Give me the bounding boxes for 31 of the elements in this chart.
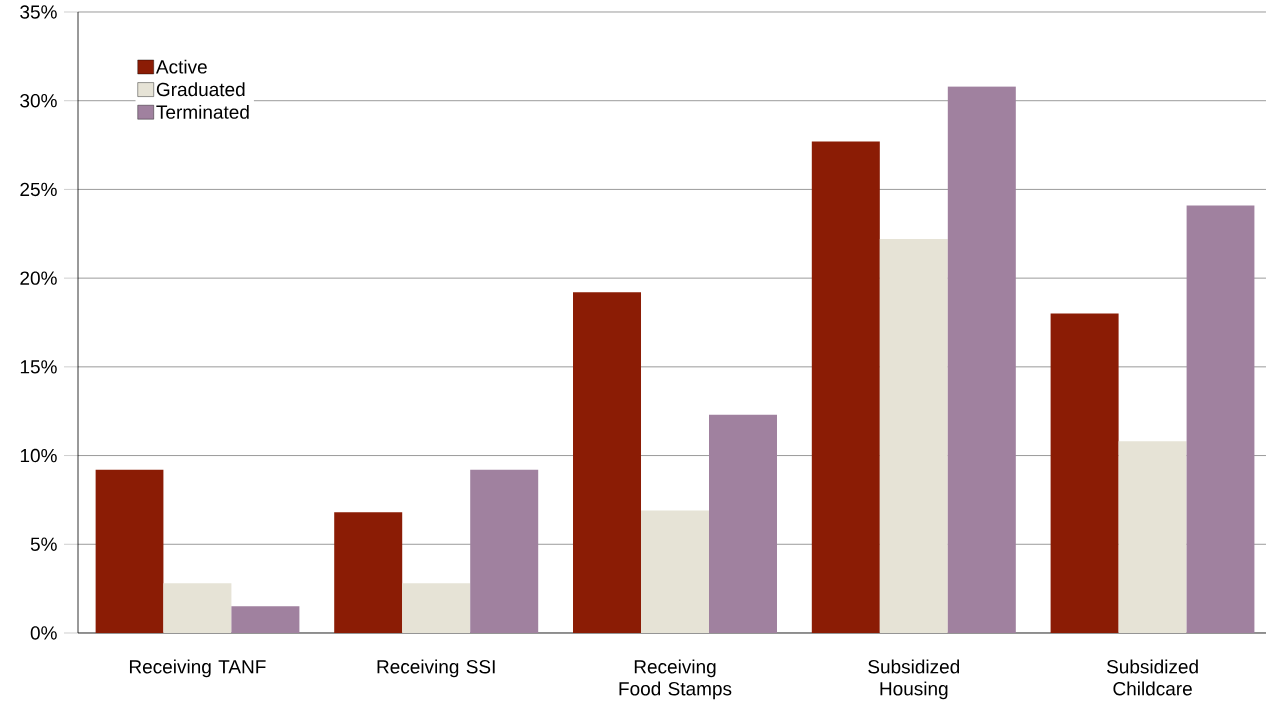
bar [1186, 205, 1255, 633]
bar [573, 292, 642, 633]
bar [641, 510, 710, 633]
bar [1118, 441, 1187, 633]
y-tick-label: 15% [20, 360, 57, 374]
y-tick-label: 30% [20, 93, 57, 108]
y-tick-label: 0% [30, 626, 57, 640]
x-tick-label: Receiving TANF [129, 659, 266, 678]
bar [947, 86, 1016, 633]
bar [231, 606, 300, 633]
bar [95, 469, 164, 633]
y-tick-label: 25% [20, 182, 57, 197]
y-tick-label: 5% [30, 537, 57, 551]
y-tick-label: 20% [20, 271, 57, 285]
bar [334, 512, 403, 633]
x-tick-label: Subsidized Housing [868, 659, 960, 700]
y-tick-label: 10% [20, 448, 57, 463]
legend-label: Terminated [156, 104, 249, 119]
bar [879, 239, 948, 633]
legend-label: Graduated [156, 82, 245, 97]
x-tick-label: Subsidized Childcare [1106, 659, 1198, 696]
bar [1050, 313, 1119, 633]
bar [709, 414, 778, 633]
x-tick-label: Receiving Food Stamps [619, 659, 732, 700]
bar [163, 583, 232, 633]
bar [811, 141, 880, 633]
bar [402, 583, 471, 633]
y-tick-label: 35% [20, 5, 57, 19]
bar [470, 469, 539, 633]
legend-label: Active [155, 59, 207, 74]
x-tick-label: Receiving SSI [377, 659, 495, 678]
